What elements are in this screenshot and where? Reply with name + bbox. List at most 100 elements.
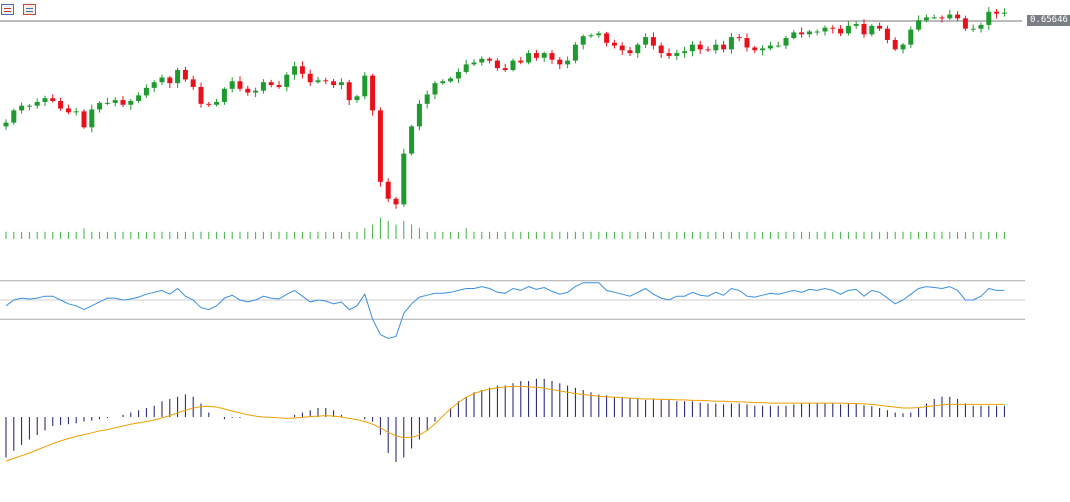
candle-body (580, 36, 586, 45)
candle-body (549, 53, 555, 60)
candle-body (34, 101, 40, 106)
candle-body (565, 60, 571, 65)
candle-body (268, 82, 274, 86)
macd-layer (5, 378, 1005, 462)
candle-body (323, 80, 329, 82)
candle-body (377, 110, 383, 182)
candle-body (331, 81, 337, 86)
candle-body (50, 98, 56, 102)
candle-body (190, 79, 196, 87)
candle-body (752, 47, 758, 51)
candle-body (136, 95, 142, 102)
candle-body (455, 71, 461, 79)
candle-body (713, 44, 719, 51)
candle-body (206, 103, 212, 105)
candle-body (409, 126, 415, 154)
candle-body (284, 74, 290, 87)
candle-body (479, 58, 485, 63)
candle-body (175, 70, 181, 84)
candle-body (658, 45, 664, 54)
candle-body (292, 66, 298, 75)
candle-body (338, 82, 344, 86)
candle-body (916, 20, 922, 30)
candle-body (167, 77, 173, 84)
candle-body (791, 32, 797, 39)
candle-body (362, 75, 368, 97)
candle-body (260, 82, 266, 91)
candle-body (97, 102, 103, 110)
candle-body (604, 33, 610, 43)
candle-body (221, 88, 227, 102)
candle-body (775, 45, 781, 47)
candle-body (299, 66, 305, 74)
candle-body (1001, 12, 1007, 14)
candle-body (245, 88, 251, 93)
candle-body (635, 44, 641, 54)
candle-body (151, 82, 157, 88)
candle-body (385, 181, 391, 199)
candle-body (869, 25, 875, 35)
candle-body (970, 28, 976, 30)
candle-body (424, 94, 430, 104)
candle-body (432, 83, 438, 95)
candle-body (557, 59, 563, 65)
rsi-layer (0, 280, 1025, 339)
candle-body (799, 32, 805, 35)
candle-body (845, 25, 851, 34)
candle-body (19, 105, 25, 111)
candle-body (307, 73, 313, 83)
candle-body (931, 17, 937, 19)
candle-body (884, 28, 890, 40)
candle-body (760, 48, 766, 51)
candle-body (533, 53, 539, 58)
candle-body (650, 37, 656, 46)
candle-body (182, 70, 188, 80)
candle-body (526, 53, 532, 63)
candle-body (81, 111, 87, 128)
candle-body (253, 90, 259, 93)
candle-body (370, 75, 376, 111)
candle-body (518, 60, 524, 63)
candle-body (736, 37, 742, 39)
candle-body (767, 45, 773, 49)
properties-list-icon[interactable] (1, 4, 14, 15)
candle-body (643, 37, 649, 45)
chart-type-icon[interactable] (23, 4, 36, 15)
candle-body (510, 60, 516, 71)
candle-body (892, 39, 898, 50)
candle-body (401, 153, 407, 205)
candle-body (728, 37, 734, 50)
candle-body (853, 23, 859, 26)
candle-body (806, 31, 812, 35)
candle-body (463, 64, 469, 72)
candle-body (276, 85, 282, 87)
candle-body (814, 31, 820, 33)
candles-layer (3, 7, 1007, 209)
candle-body (346, 82, 352, 101)
candle-body (939, 17, 945, 19)
candle-body (783, 38, 789, 46)
candle-body (73, 111, 79, 113)
candle-body (666, 53, 672, 56)
candle-body (104, 102, 110, 104)
current-price-label: 0.65646 (1027, 15, 1070, 26)
candle-body (596, 33, 602, 36)
candle-body (588, 35, 594, 37)
candle-body (572, 44, 578, 61)
candle-body (214, 101, 220, 105)
volume-layer (5, 217, 1005, 239)
candle-body (159, 77, 165, 83)
candle-body (994, 11, 1000, 14)
candle-body (955, 14, 961, 19)
candle-body (830, 27, 836, 29)
candle-body (978, 24, 984, 29)
candle-body (744, 38, 750, 48)
candle-body (42, 98, 48, 102)
candle-body (721, 44, 727, 50)
candle-body (26, 105, 32, 107)
candle-body (440, 81, 446, 84)
candle-body (3, 122, 9, 127)
candle-body (705, 49, 711, 51)
candle-body (627, 50, 633, 54)
